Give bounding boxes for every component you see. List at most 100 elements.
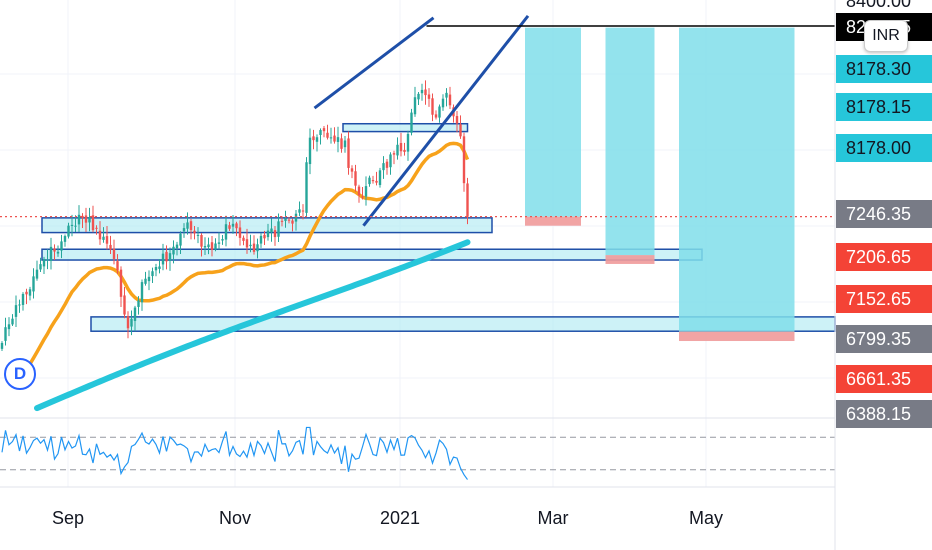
candle-body <box>84 215 88 223</box>
candle-body <box>4 327 7 341</box>
candle-body <box>361 196 364 198</box>
candle-body <box>105 236 109 244</box>
price-label: 7246.35 <box>836 200 932 228</box>
price-label: 7206.65 <box>836 243 932 271</box>
drawing-lines[interactable] <box>0 14 835 227</box>
candle-body <box>277 221 280 237</box>
price-label: 8178.00 <box>836 134 932 162</box>
candle-body <box>259 235 263 244</box>
candle-body <box>14 305 18 317</box>
support-resistance-zones[interactable] <box>41 122 836 332</box>
candle-body <box>81 215 84 218</box>
candle-body <box>214 243 217 250</box>
candle-body <box>399 143 403 152</box>
candle-body <box>448 94 452 106</box>
time-label: Mar <box>537 508 569 528</box>
candle-body <box>207 244 210 248</box>
candle-body <box>347 138 350 168</box>
candle-body <box>466 183 469 217</box>
candle-body <box>354 171 357 186</box>
candle-body <box>284 218 287 221</box>
candle-body <box>217 242 221 244</box>
candle-body <box>462 136 466 184</box>
candle-body <box>11 318 14 325</box>
candle-body <box>186 222 189 229</box>
candle-body <box>74 225 77 227</box>
candle-body <box>221 239 224 241</box>
candle-body <box>242 237 245 241</box>
candle-body <box>193 230 196 234</box>
candle-body <box>175 244 179 249</box>
stop-area <box>525 216 581 226</box>
rsi-pane <box>0 426 835 480</box>
candle-body <box>200 234 203 247</box>
price-label: 6799.35 <box>836 325 932 353</box>
candle-body <box>102 236 105 240</box>
candle-body <box>151 271 154 277</box>
candle-body <box>32 276 35 292</box>
candle-body <box>340 138 343 149</box>
candle-body <box>403 149 406 152</box>
target-area <box>679 27 795 332</box>
candle-body <box>168 253 172 261</box>
candle-body <box>182 228 186 232</box>
interval-badge[interactable]: D <box>4 358 36 390</box>
candle-body <box>158 266 161 269</box>
candle-body <box>312 136 315 141</box>
candle-body <box>235 223 238 229</box>
candle-body <box>413 97 417 115</box>
candle-body <box>455 116 459 124</box>
price-label: 8400.00 <box>836 0 932 15</box>
candle-body <box>7 324 11 330</box>
candle-body <box>378 170 382 185</box>
candle-body <box>0 342 4 349</box>
candle-body <box>319 130 322 135</box>
candle-body <box>98 230 102 240</box>
candle-body <box>389 154 392 168</box>
target-area <box>525 27 581 217</box>
candle-body <box>210 242 214 250</box>
candle-body <box>231 223 235 227</box>
candle-body <box>263 234 266 239</box>
candle-body <box>410 112 413 133</box>
candle-body <box>203 246 207 248</box>
candle-body <box>287 219 291 221</box>
candle-body <box>431 98 434 115</box>
candle-body <box>56 251 60 254</box>
candle-body <box>396 144 399 156</box>
candle-body <box>28 289 32 296</box>
candle-body <box>382 163 385 171</box>
price-label: 6661.35 <box>836 365 932 393</box>
candle-body <box>161 253 165 265</box>
candle-body <box>179 233 182 246</box>
ma-long-line <box>34 239 471 412</box>
candle-body <box>238 227 242 238</box>
currency-button[interactable]: INR <box>864 20 908 52</box>
candle-body <box>53 248 56 252</box>
candle-body <box>357 186 361 196</box>
candle-body <box>109 244 112 250</box>
candle-body <box>112 248 116 259</box>
candle-body <box>329 137 333 139</box>
candle-body <box>137 300 140 307</box>
candle-body <box>165 251 168 262</box>
stop-area <box>605 255 655 264</box>
trendline <box>362 14 530 227</box>
candle-body <box>371 180 375 182</box>
candle-body <box>459 124 462 137</box>
price-label: 8178.15 <box>836 93 932 121</box>
candle-body <box>294 213 298 222</box>
candle-body <box>49 246 53 261</box>
candle-body <box>273 230 277 238</box>
candle-body <box>350 168 354 172</box>
position-boxes[interactable] <box>525 27 795 342</box>
candle-body <box>224 224 228 240</box>
candle-body <box>434 114 438 118</box>
candle-body <box>70 224 74 226</box>
zone-rect <box>41 248 703 261</box>
candle-body <box>270 228 273 233</box>
candle-body <box>280 220 284 222</box>
candle-body <box>266 230 270 238</box>
price-label: 8178.30 <box>836 55 932 83</box>
